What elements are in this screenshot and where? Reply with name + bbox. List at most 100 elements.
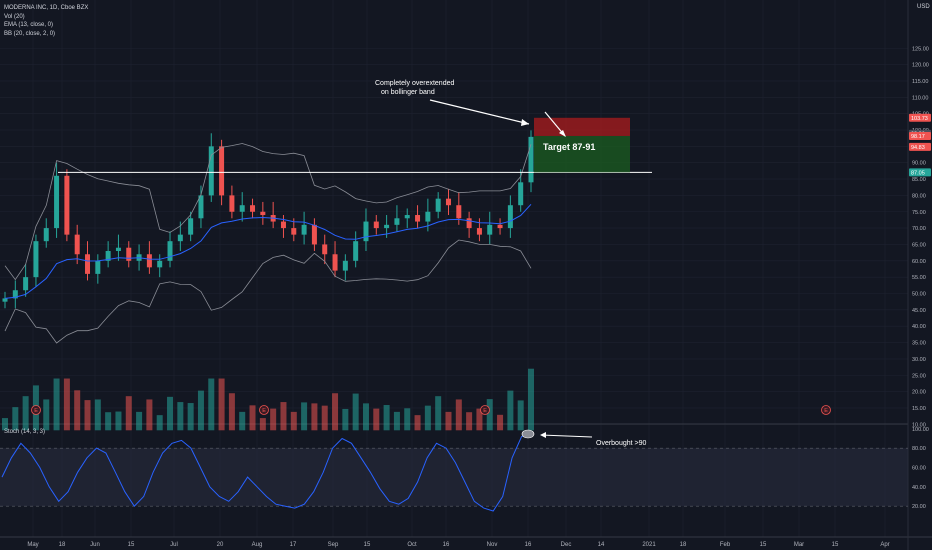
annotation-arrowhead	[521, 119, 529, 126]
candle-body	[445, 198, 451, 206]
price-badge-label: 87.05	[911, 170, 925, 176]
price-tick-label: 50.00	[912, 292, 926, 298]
candle-body	[280, 221, 286, 229]
candle-body	[466, 218, 472, 229]
volume-bar	[424, 405, 431, 431]
candle-body	[85, 254, 91, 274]
volume-bar	[22, 396, 29, 431]
volume-bar	[270, 408, 277, 431]
price-tick-label: 90.00	[912, 161, 926, 167]
volume-bar	[12, 407, 19, 431]
earnings-marker	[821, 405, 831, 415]
candle-body	[33, 241, 39, 278]
price-tick-label: 85.00	[912, 177, 926, 183]
candle-body	[12, 290, 18, 299]
volume-bar	[167, 396, 174, 431]
volume-bar	[136, 411, 143, 431]
currency-label: USD	[917, 4, 930, 10]
price-badge	[909, 142, 931, 151]
volume-bar	[249, 405, 256, 431]
volume-bar	[435, 396, 442, 431]
stop-zone	[534, 117, 630, 136]
volume-bar	[393, 411, 400, 431]
time-tick-label: Nov	[487, 542, 498, 548]
earnings-label: E	[824, 408, 828, 414]
earnings-marker	[31, 405, 41, 415]
candle-body	[404, 215, 410, 219]
earnings-marker	[259, 405, 269, 415]
volume-bar	[414, 415, 421, 431]
volume-bar	[105, 412, 112, 431]
candle-body	[353, 241, 359, 261]
candle-body	[507, 205, 513, 229]
volume-bar	[342, 408, 349, 431]
price-tick-label: 10.00	[912, 422, 926, 428]
candle-body	[322, 244, 328, 255]
stoch-tick-label: 100.00	[912, 427, 929, 433]
price-badge	[909, 113, 931, 122]
volume-bar	[332, 393, 339, 431]
time-tick-label: 17	[290, 542, 297, 548]
stoch-tick-label: 60.00	[912, 465, 926, 471]
volume-bar	[115, 411, 122, 431]
price-tick-label: 120.00	[912, 63, 929, 69]
volume-bar	[476, 408, 483, 431]
legend-symbol: MODERNA INC, 1D, Cboe BZX	[4, 5, 89, 11]
price-tick-label: 70.00	[912, 226, 926, 232]
price-tick-label: 45.00	[912, 308, 926, 314]
legend-ema: EMA (13, close, 0)	[4, 22, 54, 28]
annotation-overextended-2: on bollinger band	[381, 89, 435, 96]
candle-body	[487, 224, 493, 235]
time-tick-label: Apr	[880, 542, 889, 548]
stoch-tick-label: 40.00	[912, 485, 926, 491]
candle-body	[115, 247, 121, 251]
candle-body	[518, 182, 524, 206]
stoch-band	[0, 448, 908, 507]
earnings-marker	[480, 405, 490, 415]
bollinger-upper	[4, 143, 532, 281]
volume-bar	[94, 399, 101, 431]
candle-body	[394, 218, 400, 225]
time-tick-label: 18	[59, 542, 66, 548]
legend-bollinger: BB (20, close, 2, 0)	[4, 30, 56, 37]
candle-body	[291, 228, 297, 235]
candle-body	[74, 234, 80, 255]
volume-bar	[352, 393, 359, 431]
candle-body	[456, 205, 462, 219]
time-tick-label: Sep	[328, 542, 339, 548]
volume-bar	[146, 399, 153, 431]
volume-bar	[156, 415, 163, 431]
volume-bar	[373, 408, 380, 431]
volume-bar	[218, 378, 225, 431]
volume-bar	[239, 411, 246, 431]
time-tick-label: 15	[364, 542, 371, 548]
candle-body	[260, 211, 266, 216]
time-tick-label: Jun	[90, 542, 100, 548]
price-tick-label: 30.00	[912, 357, 926, 363]
earnings-label: E	[262, 408, 266, 414]
price-badge-label: 94.83	[911, 145, 925, 151]
candle-body	[23, 277, 29, 291]
candle-body	[157, 260, 163, 268]
price-tick-label: 20.00	[912, 390, 926, 396]
price-tick-label: 115.00	[912, 79, 928, 85]
annotation-target: Target 87-91	[543, 142, 595, 152]
volume-bar	[362, 403, 369, 431]
candle-body	[198, 195, 204, 219]
candle-body	[219, 146, 225, 196]
candle-body	[64, 175, 70, 235]
candle-body	[363, 221, 369, 242]
target-arrowhead	[559, 130, 566, 137]
candle-body	[208, 146, 214, 196]
overbought-arrowhead	[540, 432, 546, 438]
candle-body	[373, 221, 379, 229]
volume-bar	[466, 412, 473, 431]
time-tick-label: 16	[525, 542, 532, 548]
time-tick-label: 14	[598, 542, 605, 548]
time-tick-label: Jul	[170, 542, 178, 548]
legend: MODERNA INC, 1D, Cboe BZX Vol (20) EMA (…	[4, 4, 88, 38]
price-tick-label: 125.00	[912, 46, 929, 52]
stoch-tick-label: 20.00	[912, 504, 926, 510]
candle-body	[415, 215, 421, 222]
